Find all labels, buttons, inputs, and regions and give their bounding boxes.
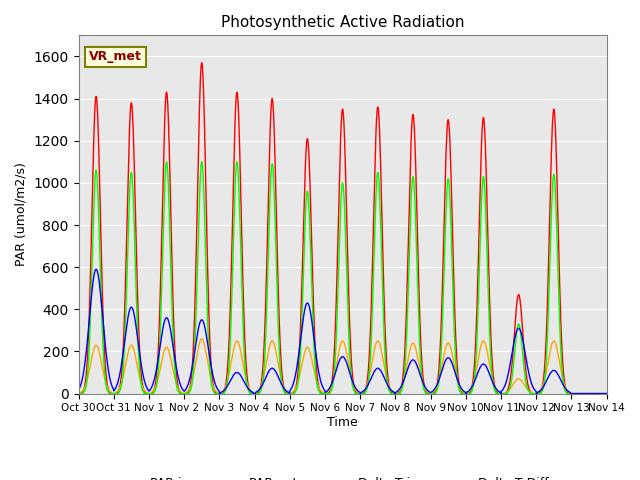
Title: Photosynthetic Active Radiation: Photosynthetic Active Radiation (221, 15, 465, 30)
PAR in (273, 212, 280, 217)
Delta-T in (75, 391, 83, 396)
Line: PAR out: PAR out (79, 339, 607, 394)
Line: PAR in: PAR in (79, 63, 607, 394)
PAR in (188, 376, 195, 382)
Line: Delta-T in: Delta-T in (79, 162, 607, 394)
PAR out (603, 391, 611, 396)
Delta-T in (603, 391, 611, 396)
Delta-T Diffuse (603, 391, 611, 396)
PAR in (198, 60, 205, 66)
Line: Delta-T Diffuse: Delta-T Diffuse (79, 269, 607, 394)
Delta-T Diffuse (105, 372, 113, 377)
Delta-T Diffuse (75, 387, 83, 393)
Text: VR_met: VR_met (89, 50, 142, 63)
PAR out (273, 351, 280, 357)
PAR out (105, 387, 113, 393)
PAR in (105, 387, 113, 393)
PAR out (435, 376, 443, 382)
PAR in (75, 391, 83, 396)
Delta-T Diffuse (92, 266, 100, 272)
PAR out (75, 391, 83, 396)
Delta-T in (291, 391, 298, 396)
Delta-T Diffuse (291, 376, 298, 382)
PAR in (291, 389, 298, 395)
PAR out (188, 381, 195, 387)
Delta-T in (293, 385, 301, 391)
PAR in (603, 391, 611, 396)
Delta-T Diffuse (188, 368, 195, 373)
Delta-T in (105, 390, 113, 396)
PAR out (293, 383, 301, 388)
PAR in (293, 379, 301, 384)
Legend: PAR in, PAR out, Delta-T in, Delta-T Diffuse: PAR in, PAR out, Delta-T in, Delta-T Dif… (110, 471, 575, 480)
Delta-T Diffuse (436, 375, 444, 381)
Delta-T in (188, 384, 195, 389)
Delta-T Diffuse (273, 371, 280, 376)
Y-axis label: PAR (umol/m2/s): PAR (umol/m2/s) (15, 163, 28, 266)
PAR in (435, 361, 443, 367)
PAR out (198, 336, 205, 342)
Delta-T in (163, 159, 170, 165)
Delta-T in (435, 375, 443, 381)
Delta-T Diffuse (216, 391, 223, 396)
PAR out (291, 387, 298, 393)
Delta-T in (273, 264, 280, 269)
X-axis label: Time: Time (327, 416, 358, 429)
Delta-T Diffuse (293, 362, 301, 368)
